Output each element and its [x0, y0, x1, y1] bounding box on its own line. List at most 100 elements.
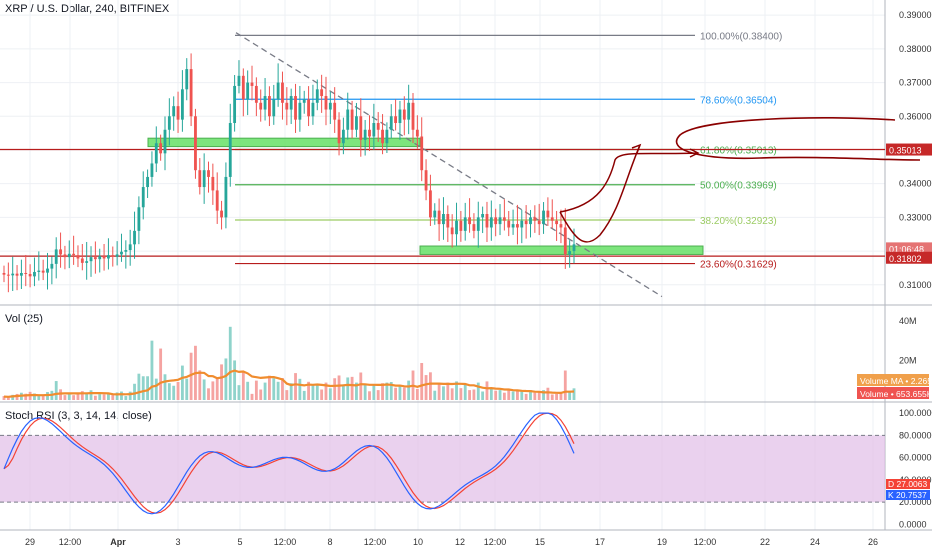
volume-bar — [180, 365, 184, 400]
candle-body — [411, 102, 415, 130]
candle-body — [529, 217, 532, 225]
volume-bar — [263, 382, 267, 400]
volume-bar — [320, 389, 324, 400]
volume-bar — [476, 382, 480, 400]
candle-body — [194, 116, 197, 171]
volume-bar — [72, 395, 76, 400]
projection-curve — [559, 144, 641, 243]
candle-body — [163, 129, 167, 154]
stoch-k-line — [3, 412, 575, 515]
volume-legend-label: Volume • 653.655K — [860, 389, 932, 399]
volume-bar — [307, 381, 310, 400]
volume-bar — [276, 381, 280, 400]
volume-bar — [550, 394, 554, 400]
candle-body — [137, 207, 141, 231]
candle-body — [268, 96, 271, 117]
time-tick-label: 12:00 — [274, 537, 297, 547]
volume-bar — [237, 385, 241, 400]
candle-body — [276, 82, 280, 100]
candle-body — [76, 255, 80, 259]
price-badge-label: 0.31802 — [889, 254, 922, 264]
candle-body — [85, 261, 89, 263]
candle-body — [476, 217, 480, 231]
candle-body — [337, 119, 341, 144]
volume-bar — [211, 381, 215, 400]
volume-bar — [154, 378, 158, 400]
volume-bar — [289, 383, 293, 400]
volume-bar — [415, 388, 419, 400]
price-badge — [886, 242, 932, 255]
candle-body — [446, 214, 450, 228]
stoch-tick-label: 60.0000 — [899, 453, 932, 463]
candle-body — [498, 217, 502, 225]
candle-body — [67, 253, 71, 258]
volume-legend-badge — [857, 387, 929, 399]
volume-tick-label: 40M — [899, 316, 917, 326]
volume-bar — [107, 392, 110, 400]
volume-bar — [302, 390, 306, 400]
volume-bar — [128, 391, 132, 400]
stoch-legend-badge — [886, 490, 930, 500]
time-tick-label: 15 — [535, 537, 545, 547]
volume-bar — [324, 382, 328, 400]
volume-bar — [111, 393, 115, 400]
candle-body — [533, 217, 537, 221]
stoch-tick-label: 100.0000 — [899, 408, 932, 418]
candle-body — [289, 96, 293, 110]
volume-bar — [63, 395, 67, 400]
candle-body — [102, 256, 106, 259]
candle-body — [350, 109, 354, 130]
candle-body — [424, 170, 428, 191]
candle-body — [202, 170, 206, 188]
volume-bar — [433, 390, 437, 400]
volume-bar — [233, 360, 237, 400]
fib-levels: 100.00%(0.38400) 78.60%(0.36504) 61.80%(0.… — [0, 31, 885, 271]
volume-bar — [516, 390, 519, 400]
volume-bar — [442, 386, 445, 400]
fib-level-label: 61.80%(0.35013) — [700, 146, 777, 157]
volume-bar — [124, 396, 128, 400]
volume-bar — [407, 380, 411, 400]
candle-body — [463, 217, 467, 231]
volume-pane-title: Vol (25) — [2, 312, 46, 326]
volume-bar — [59, 389, 62, 400]
volume-bar — [481, 391, 485, 400]
trendline — [235, 32, 663, 298]
volume-bar — [450, 388, 454, 400]
volume-bar — [559, 393, 563, 400]
volume-bar — [563, 370, 567, 400]
volume-bar — [141, 376, 145, 400]
candle-body — [359, 116, 363, 140]
volume-bar — [489, 388, 493, 400]
candle-body — [19, 272, 23, 276]
zones — [147, 137, 704, 255]
volume-bar — [33, 393, 36, 400]
time-tick-label: Apr — [110, 537, 126, 547]
candle-body — [516, 224, 519, 228]
candle-body — [246, 82, 250, 100]
candle-body — [46, 268, 49, 273]
time-tick-label: 12:00 — [59, 537, 82, 547]
projection-arrow-head — [631, 143, 642, 154]
candle-body — [389, 116, 393, 130]
candle-body — [167, 116, 171, 130]
time-tick-label: 19 — [657, 537, 667, 547]
candle-body — [385, 129, 389, 144]
volume-bar — [459, 388, 463, 400]
candle-body — [546, 210, 550, 218]
volume-bar — [311, 384, 315, 400]
candle-body — [433, 210, 437, 218]
stoch-legend-badge — [886, 479, 930, 489]
candle-body — [254, 85, 258, 103]
symbol-title: XRP / U.S. Dollar, 240, BITFINEX — [2, 2, 173, 16]
volume-bar — [346, 377, 350, 400]
candle-body — [141, 187, 145, 208]
candle-body — [180, 89, 184, 120]
volume-bar — [24, 393, 28, 400]
candle-body — [563, 227, 567, 255]
candle-body — [146, 176, 150, 188]
candle-body — [341, 129, 345, 144]
candle-body — [507, 220, 511, 228]
candle-body — [72, 253, 76, 256]
